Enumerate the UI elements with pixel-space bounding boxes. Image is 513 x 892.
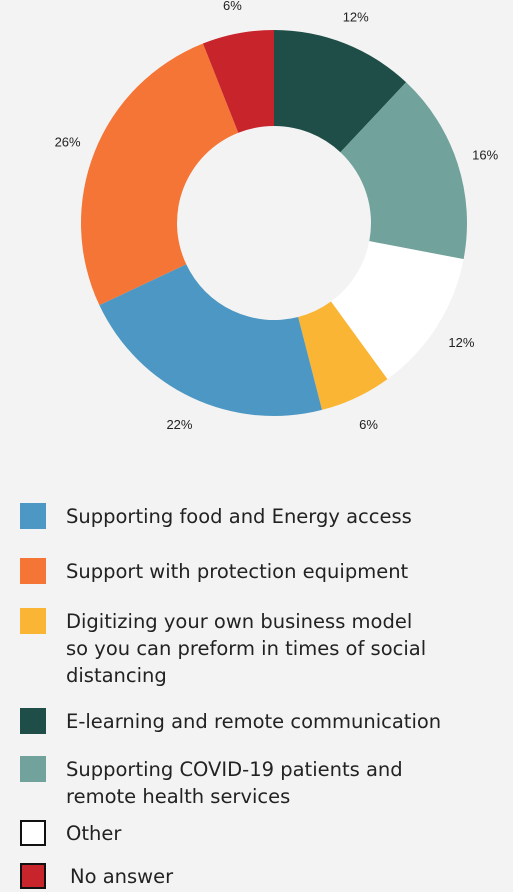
legend-label: E-learning and remote communication (66, 710, 442, 733)
legend-label: Digitizing your own business model so yo… (66, 610, 427, 687)
legend-swatch (20, 708, 46, 734)
legend-item-food-energy: Supporting food and Energy access (20, 503, 412, 530)
legend-item-no-answer: No answer (20, 863, 173, 890)
donut-slice (99, 264, 322, 416)
legend-swatch (20, 608, 46, 634)
slice-percent-label: 6% (359, 417, 378, 432)
slice-percent-label: 12% (343, 10, 369, 25)
legend-label: Supporting food and Energy access (66, 505, 412, 528)
legend-item-covid-health: Supporting COVID-19 patients and remote … (20, 756, 403, 810)
legend-swatch (20, 503, 46, 529)
slice-percent-label: 6% (223, 0, 242, 13)
donut-slice (80, 43, 239, 306)
donut-slice (298, 301, 388, 410)
donut-slice (340, 82, 467, 260)
legend-item-protection-equipment: Support with protection equipment (20, 558, 408, 585)
legend-swatch (20, 558, 46, 584)
legend-label: Supporting COVID-19 patients and remote … (66, 758, 403, 808)
donut-chart: 12% 16% 12% 6% 22% 26% 6% (55, 0, 499, 432)
legend-label: Support with protection equipment (66, 560, 409, 583)
slice-percent-label: 12% (448, 335, 474, 350)
donut-slice (274, 30, 407, 153)
legend-item-digitizing: Digitizing your own business model so yo… (20, 608, 426, 689)
legend-item-elearning: E-learning and remote communication (20, 708, 441, 735)
slice-percent-label: 26% (55, 134, 81, 149)
legend-item-other: Other (20, 820, 121, 847)
slice-percent-label: 22% (166, 417, 192, 432)
donut-slice (202, 30, 274, 133)
legend-swatch (20, 756, 46, 782)
legend-label: No answer (70, 865, 174, 888)
legend-label: Other (66, 822, 122, 845)
legend-swatch (20, 820, 46, 846)
slice-percent-label: 16% (472, 147, 498, 162)
donut-slice (331, 241, 464, 380)
legend-swatch (20, 863, 46, 889)
